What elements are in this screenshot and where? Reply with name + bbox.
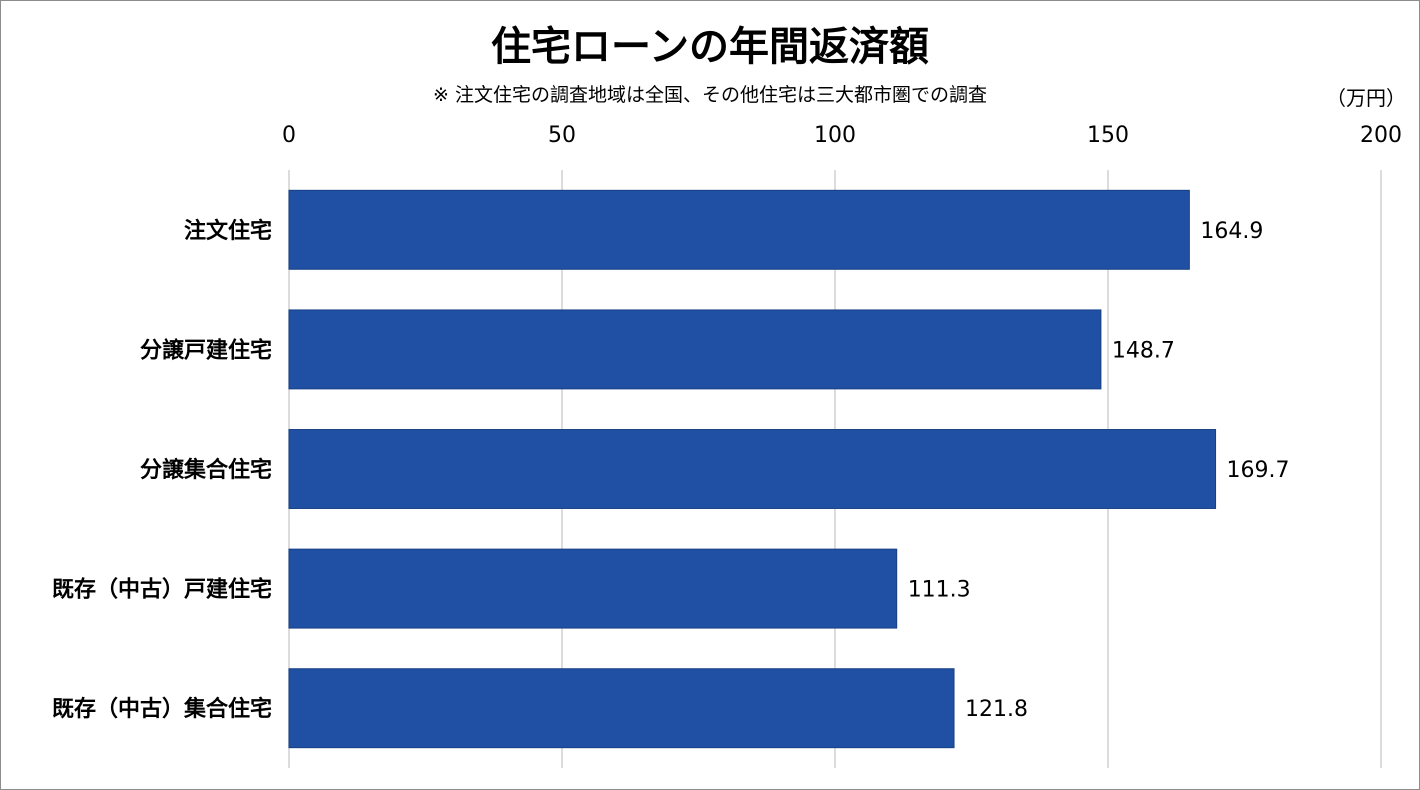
chart-subtitle: ※ 注文住宅の調査地域は全国、その他住宅は三大都市圏での調査 <box>433 84 987 106</box>
category-label: 既存（中古）集合住宅 <box>52 696 272 722</box>
category-label: 注文住宅 <box>184 218 272 244</box>
bar <box>288 429 1217 509</box>
data-label: 148.7 <box>1112 338 1175 363</box>
data-label: 111.3 <box>908 578 971 603</box>
x-tick-label: 150 <box>1087 123 1129 148</box>
x-tick-label: 0 <box>282 123 296 148</box>
data-label: 169.7 <box>1227 458 1290 483</box>
bar <box>288 548 898 629</box>
unit-label: （万円） <box>1326 86 1406 110</box>
chart-title: 住宅ローンの年間返済額 <box>491 24 929 70</box>
category-label: 分譲戸建住宅 <box>140 337 272 363</box>
category-label: 既存（中古）戸建住宅 <box>52 577 272 603</box>
category-label: 分譲集合住宅 <box>140 457 272 483</box>
x-tick-label: 100 <box>814 123 856 148</box>
bar <box>288 309 1102 390</box>
data-label: 121.8 <box>965 697 1028 722</box>
x-tick-label: 200 <box>1360 123 1402 148</box>
data-label: 164.9 <box>1200 219 1263 244</box>
bar <box>288 189 1190 270</box>
x-tick-label: 50 <box>548 123 576 148</box>
bar <box>288 668 955 749</box>
